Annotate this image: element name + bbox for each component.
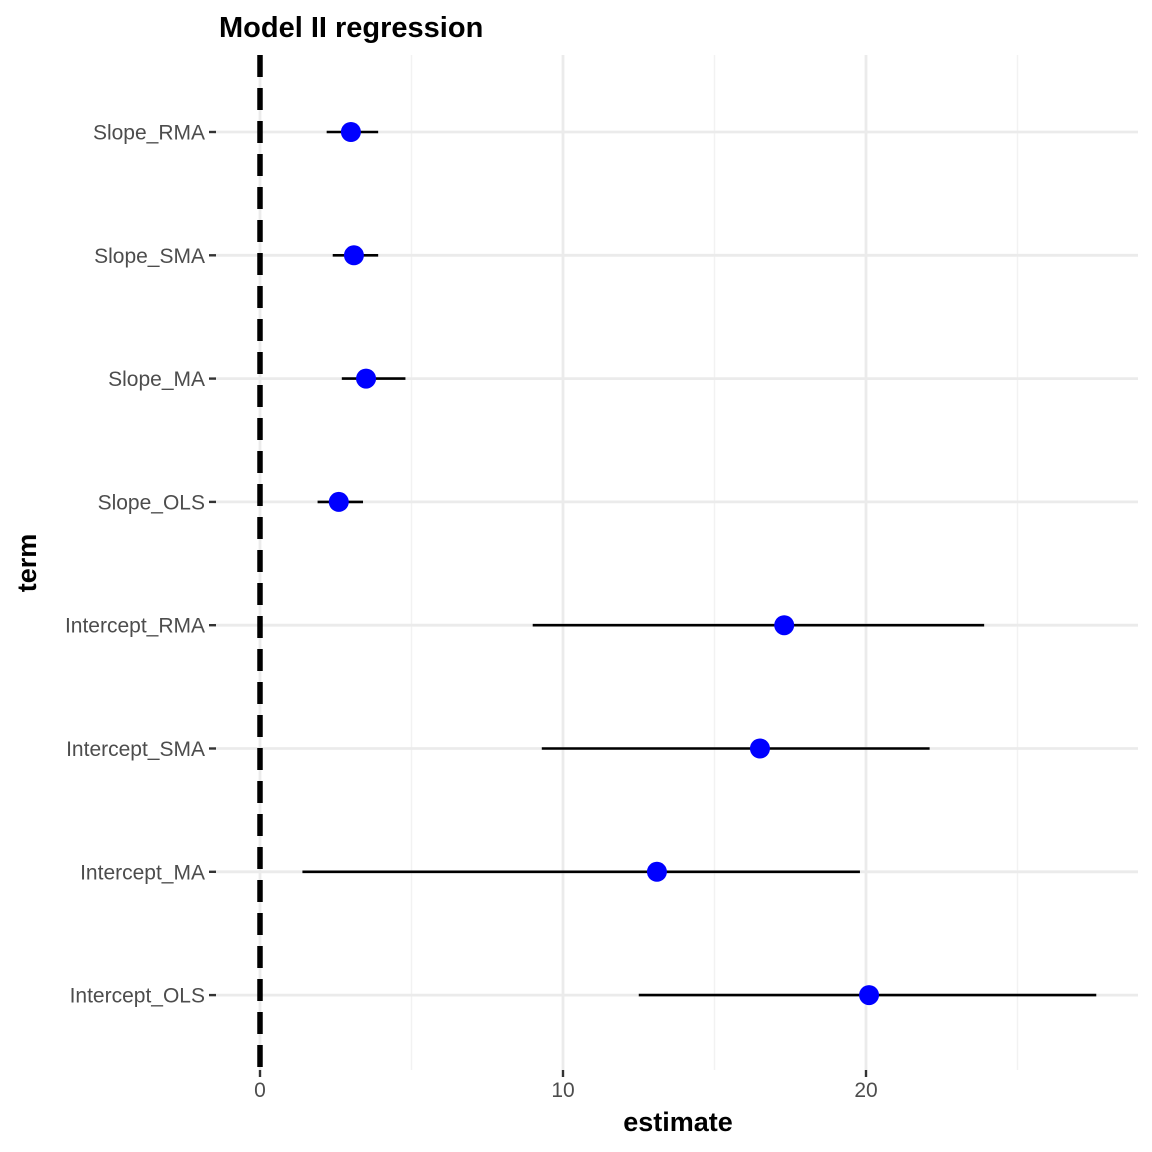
y-axis: Slope_RMA Slope_SMA Slope_MA Slope_OLS Inter… [65,122,216,1008]
x-axis: 0 10 20 [254,1070,878,1102]
minor-gridlines [410,55,1019,1070]
estimate-point [328,491,349,512]
estimate-point [343,245,364,266]
x-tick-label: 20 [854,1079,877,1102]
y-axis-title: term [12,534,42,593]
y-tick-label: Slope_RMA [93,122,205,145]
major-gridlines [214,55,1138,1070]
y-tick-label: Slope_MA [108,368,205,391]
x-tick-label: 10 [551,1079,574,1102]
y-tick-label: Slope_SMA [94,245,205,268]
x-tick-label: 0 [254,1079,266,1102]
y-tick-label: Intercept_RMA [65,615,205,638]
chart-title: Model II regression [219,12,483,44]
estimate-point [774,615,795,636]
y-tick-label: Slope_OLS [98,491,205,514]
estimate-point [859,985,880,1006]
estimate-points [328,122,880,1006]
y-tick-label: Intercept_SMA [66,738,205,761]
y-tick-label: Intercept_OLS [70,985,205,1008]
error-bars [302,130,1097,997]
estimate-point [646,861,667,882]
estimate-point [356,368,377,389]
estimate-point [749,738,770,759]
y-tick-label: Intercept_MA [80,861,205,884]
estimate-point [340,122,361,142]
x-axis-title: estimate [623,1107,733,1137]
